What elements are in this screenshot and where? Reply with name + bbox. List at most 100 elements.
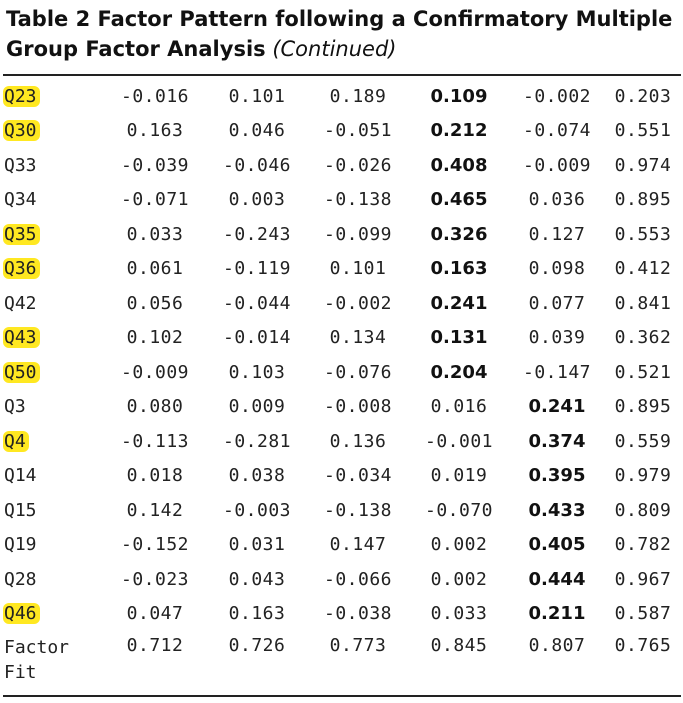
loading-cell: 0.841 <box>614 292 672 314</box>
loading-cell-bold: 0.444 <box>528 568 586 590</box>
loading-cell: 0.559 <box>614 430 672 452</box>
loading-cell: -0.138 <box>323 499 393 521</box>
factor-fit-value: 0.807 <box>528 635 586 656</box>
factor-fit-value: 0.845 <box>430 635 488 656</box>
table-row: Q42 0.056 -0.044 -0.002 0.241 0.077 0.841 <box>3 286 681 321</box>
loading-cell: -0.046 <box>222 154 292 176</box>
highlighted-item-label: Q4 <box>3 430 29 452</box>
loading-cell: 0.039 <box>528 327 586 349</box>
highlighted-item-label: Q36 <box>3 258 40 280</box>
table-row: Q4 -0.113 -0.281 0.136 -0.001 0.374 0.559 <box>3 424 681 459</box>
loading-cell: -0.243 <box>222 223 292 245</box>
table-row: Q3 0.080 0.009 -0.008 0.016 0.241 0.895 <box>3 390 681 425</box>
row-label-cell: Q14 <box>3 459 103 494</box>
row-label-cell: Q28 <box>3 562 103 597</box>
row-label-cell: Q46 <box>3 597 103 632</box>
row-label-cell: Q19 <box>3 528 103 563</box>
row-label-cell: Q4 <box>3 424 103 459</box>
factor-fit-label: Factor Fit <box>4 637 70 683</box>
loading-cell: 0.134 <box>329 327 387 349</box>
table-row: Q23 -0.016 0.101 0.189 0.109 -0.002 0.203 <box>3 79 681 114</box>
loading-cell-bold: 0.408 <box>430 154 488 176</box>
table-row: Q36 0.061 -0.119 0.101 0.163 0.098 0.412 <box>3 252 681 287</box>
loading-cell: 0.009 <box>228 396 286 418</box>
highlighted-item-label: Q35 <box>3 223 40 245</box>
loading-cell: 0.043 <box>228 568 286 590</box>
loading-cell: 0.189 <box>329 85 387 107</box>
loading-cell: -0.074 <box>522 120 592 142</box>
loading-cell: -0.147 <box>522 361 592 383</box>
loading-cell: -0.003 <box>222 499 292 521</box>
loading-cell: 0.142 <box>126 499 184 521</box>
row-label-cell: Q42 <box>3 286 103 321</box>
row-label-cell: Q30 <box>3 114 103 149</box>
loading-cell-bold: 0.405 <box>528 534 586 556</box>
highlighted-item-label: Q23 <box>3 85 40 107</box>
loading-cell: 0.047 <box>126 603 184 625</box>
loading-cell: 0.103 <box>228 361 286 383</box>
loading-cell: 0.362 <box>614 327 672 349</box>
loading-cell: 0.895 <box>614 396 672 418</box>
loading-cell: 0.033 <box>126 223 184 245</box>
table-row: Q34 -0.071 0.003 -0.138 0.465 0.036 0.895 <box>3 183 681 218</box>
loading-cell: -0.119 <box>222 258 292 280</box>
highlighted-item-label: Q50 <box>3 361 40 383</box>
loading-cell-bold: 0.212 <box>430 120 488 142</box>
loading-cell: 0.002 <box>430 568 488 590</box>
loading-cell: 0.136 <box>329 430 387 452</box>
loading-cell: 0.809 <box>614 499 672 521</box>
loading-cell: 0.203 <box>614 85 672 107</box>
loading-cell: 0.061 <box>126 258 184 280</box>
row-label-cell: Q35 <box>3 217 103 252</box>
loading-cell: 0.974 <box>614 154 672 176</box>
loading-cell: -0.070 <box>424 499 494 521</box>
loading-cell: -0.026 <box>323 154 393 176</box>
loading-cell-bold: 0.163 <box>430 258 488 280</box>
loading-cell: -0.001 <box>424 430 494 452</box>
table-continued-note: (Continued) <box>272 37 397 61</box>
loading-cell-bold: 0.131 <box>430 327 488 349</box>
loading-cell: 0.979 <box>614 465 672 487</box>
loading-cell: 0.016 <box>430 396 488 418</box>
row-label-cell: Q36 <box>3 252 103 287</box>
item-label: Q19 <box>4 534 37 556</box>
loading-cell: 0.551 <box>614 120 672 142</box>
loading-cell: 0.080 <box>126 396 184 418</box>
loading-cell: -0.076 <box>323 361 393 383</box>
loading-cell-bold: 0.241 <box>430 292 488 314</box>
loading-cell: 0.002 <box>430 534 488 556</box>
loading-cell-bold: 0.395 <box>528 465 586 487</box>
loading-cell: -0.071 <box>120 189 190 211</box>
table-row: Q15 0.142 -0.003 -0.138 -0.070 0.433 0.809 <box>3 493 681 528</box>
loading-cell: 0.412 <box>614 258 672 280</box>
bottom-rule <box>3 695 681 697</box>
top-rule <box>3 74 681 76</box>
loading-cell: 0.031 <box>228 534 286 556</box>
loading-cell: -0.009 <box>120 361 190 383</box>
loading-cell: 0.553 <box>614 223 672 245</box>
table-row: Q50 -0.009 0.103 -0.076 0.204 -0.147 0.521 <box>3 355 681 390</box>
factor-pattern-table: Q23 -0.016 0.101 0.189 0.109 -0.002 0.203 Q30 0.… <box>3 79 681 697</box>
loading-cell-bold: 0.204 <box>430 361 488 383</box>
loading-cell: 0.967 <box>614 568 672 590</box>
loading-cell: -0.044 <box>222 292 292 314</box>
table-body: Q23 -0.016 0.101 0.189 0.109 -0.002 0.203 Q30 0.… <box>3 79 681 697</box>
loading-cell: -0.002 <box>323 292 393 314</box>
table-row: Q30 0.163 0.046 -0.051 0.212 -0.074 0.551 <box>3 114 681 149</box>
loading-cell: 0.163 <box>228 603 286 625</box>
loading-cell: -0.281 <box>222 430 292 452</box>
loading-cell: 0.056 <box>126 292 184 314</box>
row-label-cell: Q34 <box>3 183 103 218</box>
row-label-cell: Q3 <box>3 390 103 425</box>
table-title: Table 2 Factor Pattern following a Confi… <box>6 7 673 61</box>
loading-cell: 0.077 <box>528 292 586 314</box>
table-row: Q19 -0.152 0.031 0.147 0.002 0.405 0.782 <box>3 528 681 563</box>
factor-fit-value: 0.773 <box>329 635 387 656</box>
loading-cell: 0.147 <box>329 534 387 556</box>
loading-cell: -0.016 <box>120 85 190 107</box>
loading-cell: 0.038 <box>228 465 286 487</box>
loading-cell: 0.101 <box>329 258 387 280</box>
loading-cell: -0.099 <box>323 223 393 245</box>
row-label-cell: Q15 <box>3 493 103 528</box>
row-label-cell: Q50 <box>3 355 103 390</box>
